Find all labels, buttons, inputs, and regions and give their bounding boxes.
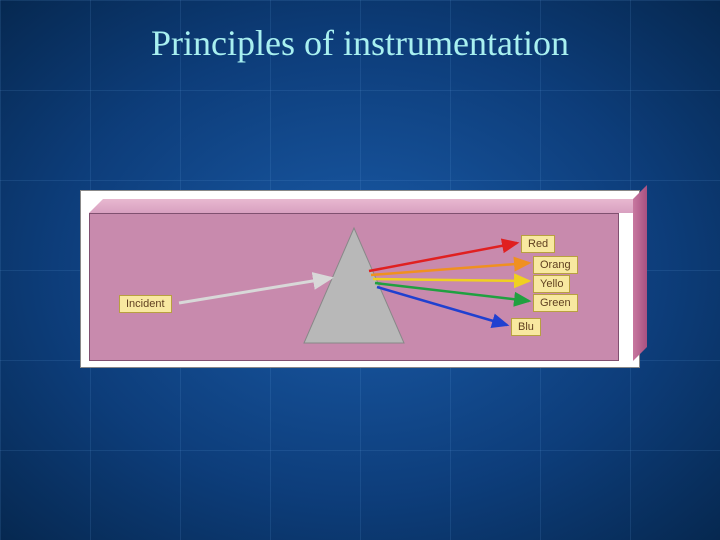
- label-yellow: Yello: [533, 275, 570, 293]
- incident-label: Incident: [119, 295, 172, 313]
- label-red: Red: [521, 235, 555, 253]
- diagram-panel: Incident Red Orang Yello Green Blu: [89, 199, 633, 361]
- page-title: Principles of instrumentation: [0, 22, 720, 64]
- panel-right-face: [633, 185, 647, 361]
- label-green: Green: [533, 294, 578, 312]
- panel-top-face: [89, 199, 647, 213]
- prism-diagram: Incident Red Orang Yello Green Blu: [80, 190, 640, 368]
- ray-yellow: [373, 279, 529, 281]
- ray-orange: [371, 263, 529, 275]
- label-blue: Blu: [511, 318, 541, 336]
- label-orange: Orang: [533, 256, 578, 274]
- incident-ray: [179, 278, 331, 303]
- ray-blue: [377, 287, 507, 325]
